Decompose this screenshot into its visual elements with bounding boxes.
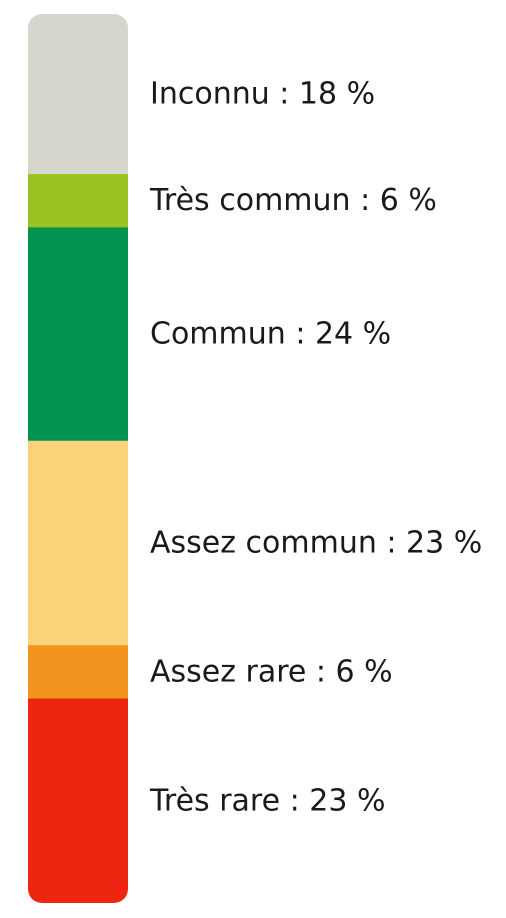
bar-segment-commun	[28, 227, 128, 442]
bar-segment-tres-rare	[28, 698, 128, 903]
segment-label-commun: Commun : 24 %	[150, 317, 391, 352]
stacked-bar	[28, 14, 128, 903]
segment-label-inconnu: Inconnu : 18 %	[150, 77, 375, 112]
segment-labels: Inconnu : 18 % Très commun : 6 % Commun : …	[149, 77, 482, 819]
bar-segment-assez-commun	[28, 440, 128, 646]
bar-segment-inconnu	[28, 14, 128, 175]
segment-label-assez-commun: Assez commun : 23 %	[150, 525, 482, 560]
segment-label-tres-commun: Très commun : 6 %	[149, 183, 437, 218]
bar-segment-tres-commun	[28, 174, 128, 228]
segment-label-assez-rare: Assez rare : 6 %	[150, 654, 393, 689]
segment-label-tres-rare: Très rare : 23 %	[149, 783, 385, 818]
bar-segment-assez-rare	[28, 645, 128, 700]
